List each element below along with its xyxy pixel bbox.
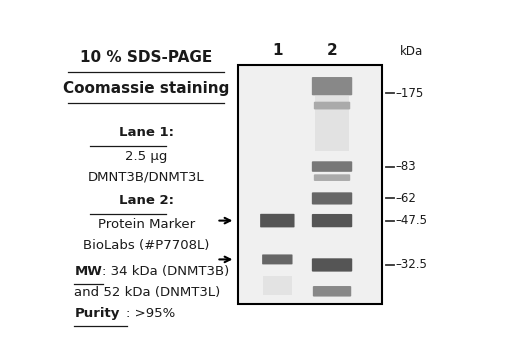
FancyBboxPatch shape: [313, 286, 351, 297]
Text: 2: 2: [327, 44, 337, 58]
FancyBboxPatch shape: [262, 255, 293, 264]
FancyBboxPatch shape: [312, 77, 352, 95]
Text: Lane 1:: Lane 1:: [119, 126, 174, 139]
Text: BioLabs (#P7708L): BioLabs (#P7708L): [83, 239, 209, 252]
Bar: [315, 96, 349, 151]
Text: –32.5: –32.5: [396, 258, 427, 271]
FancyBboxPatch shape: [314, 102, 350, 109]
Text: Lane 2:: Lane 2:: [119, 194, 174, 207]
FancyBboxPatch shape: [314, 174, 350, 181]
FancyBboxPatch shape: [260, 214, 295, 228]
Text: : 34 kDa (DNMT3B): : 34 kDa (DNMT3B): [103, 265, 230, 278]
FancyBboxPatch shape: [312, 214, 352, 227]
Text: and 52 kDa (DNMT3L): and 52 kDa (DNMT3L): [74, 286, 221, 299]
FancyBboxPatch shape: [312, 161, 352, 172]
FancyBboxPatch shape: [312, 192, 352, 204]
Text: 1: 1: [272, 44, 283, 58]
Text: –62: –62: [396, 192, 416, 205]
Text: MW: MW: [74, 265, 102, 278]
Text: –83: –83: [396, 160, 416, 173]
Bar: [263, 276, 292, 296]
Text: Purity: Purity: [74, 307, 120, 320]
Text: DMNT3B/DNMT3L: DMNT3B/DNMT3L: [88, 171, 205, 184]
Text: : >95%: : >95%: [126, 307, 176, 320]
FancyBboxPatch shape: [312, 258, 352, 271]
Text: Coomassie staining: Coomassie staining: [63, 81, 230, 96]
Bar: [238, 66, 382, 304]
Text: kDa: kDa: [400, 45, 423, 58]
Text: –175: –175: [396, 87, 424, 100]
Text: 2.5 μg: 2.5 μg: [125, 150, 168, 163]
Text: Protein Marker: Protein Marker: [98, 218, 195, 231]
Text: 10 % SDS-PAGE: 10 % SDS-PAGE: [80, 50, 213, 65]
Text: –47.5: –47.5: [396, 214, 428, 227]
